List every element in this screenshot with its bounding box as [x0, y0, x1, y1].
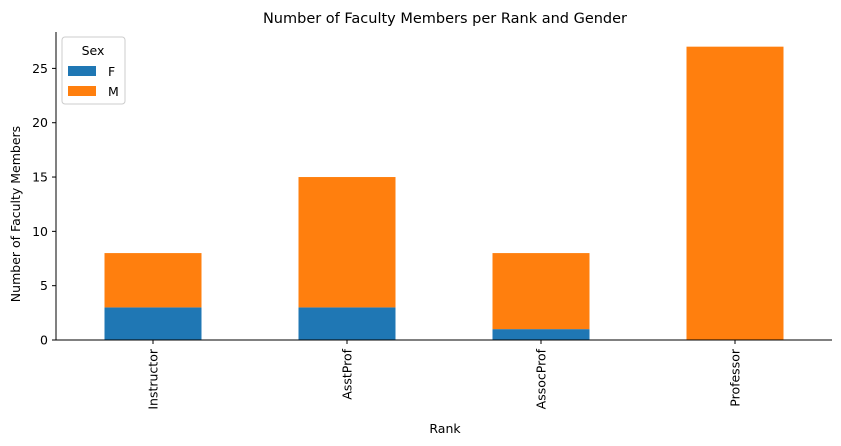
bar-m-professor [686, 46, 784, 341]
legend-items: FM [68, 64, 119, 99]
bar-f-instructor [104, 307, 202, 340]
legend-title: Sex [82, 43, 105, 58]
legend-label-m: M [108, 84, 119, 99]
legend-label-f: F [108, 64, 115, 79]
y-axis-label: Number of Faculty Members [8, 126, 23, 302]
legend: Sex FM [61, 36, 126, 105]
x-tick-label: AssocProf [534, 348, 549, 409]
bar-m-instructor [104, 253, 202, 308]
x-ticks: Instructor AsstProf AssocProf Professor [146, 340, 743, 410]
y-tick-label: 20 [32, 115, 48, 130]
legend-swatch-f [68, 66, 96, 76]
axes-group [55, 32, 832, 341]
legend-swatch-m [68, 86, 96, 96]
y-tick-label: 25 [32, 61, 48, 76]
y-tick-label: 15 [32, 170, 48, 185]
bar-m-assocprof [492, 253, 590, 330]
chart-title: Number of Faculty Members per Rank and G… [263, 11, 627, 27]
y-tick-label: 5 [40, 278, 48, 293]
bar-m-asstprof [298, 177, 396, 308]
x-axis-label: Rank [429, 421, 461, 436]
x-tick-label: Professor [728, 348, 743, 407]
bars-group [104, 46, 784, 341]
x-tick-label: AsstProf [340, 348, 355, 399]
y-tick-label: 10 [32, 224, 48, 239]
y-tick-label: 0 [40, 333, 48, 348]
y-ticks: 0 5 10 15 20 25 [32, 61, 56, 348]
bar-f-asstprof [298, 307, 396, 340]
bar-f-assocprof [492, 329, 590, 340]
x-tick-label: Instructor [146, 348, 161, 410]
